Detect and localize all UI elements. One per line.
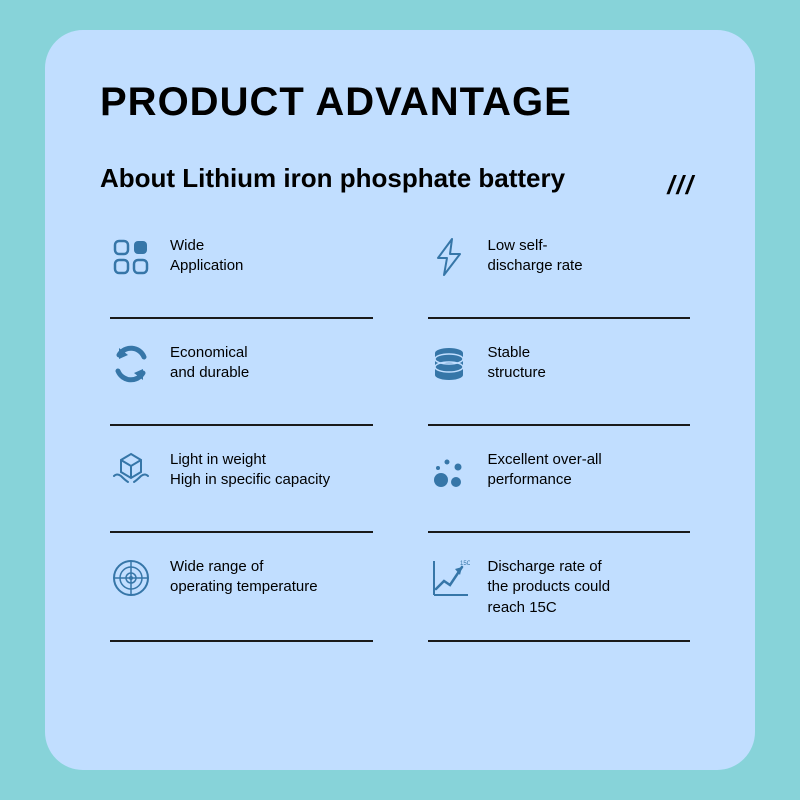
- card: PRODUCT ADVANTAGE /// About Lithium iron…: [45, 30, 755, 770]
- advantage-item: Wide Application: [110, 234, 373, 319]
- page-subtitle: About Lithium iron phosphate battery: [100, 163, 700, 194]
- advantage-label: Light in weight High in specific capacit…: [170, 448, 330, 491]
- grid-apps-icon: [110, 236, 152, 278]
- advantage-label: Wide Application: [170, 234, 243, 277]
- advantage-label: Wide range of operating temperature: [170, 555, 318, 598]
- growth-icon: 15C: [428, 557, 470, 599]
- stack-icon: [428, 343, 470, 385]
- advantage-item: 15C Discharge rate of the products could…: [428, 555, 691, 642]
- advantage-label: Economical and durable: [170, 341, 249, 384]
- advantage-item: Excellent over-all performance: [428, 448, 691, 533]
- decor-slashes: ///: [667, 170, 695, 201]
- recycle-icon: [110, 343, 152, 385]
- advantage-item: Economical and durable: [110, 341, 373, 426]
- advantage-label: Stable structure: [488, 341, 546, 384]
- bubbles-icon: [428, 450, 470, 492]
- radar-icon: [110, 557, 152, 599]
- advantage-label: Discharge rate of the products could rea…: [488, 555, 611, 618]
- bolt-icon: [428, 236, 470, 278]
- advantage-item: Stable structure: [428, 341, 691, 426]
- svg-text:15C: 15C: [460, 561, 470, 567]
- advantage-item: Low self- discharge rate: [428, 234, 691, 319]
- advantage-label: Low self- discharge rate: [488, 234, 583, 277]
- advantage-item: Wide range of operating temperature: [110, 555, 373, 642]
- advantage-item: Light in weight High in specific capacit…: [110, 448, 373, 533]
- page-title: PRODUCT ADVANTAGE: [100, 80, 700, 125]
- advantage-label: Excellent over-all performance: [488, 448, 602, 491]
- advantage-grid: Wide Application Low self- discharge rat…: [100, 234, 700, 642]
- cube-hands-icon: [110, 450, 152, 492]
